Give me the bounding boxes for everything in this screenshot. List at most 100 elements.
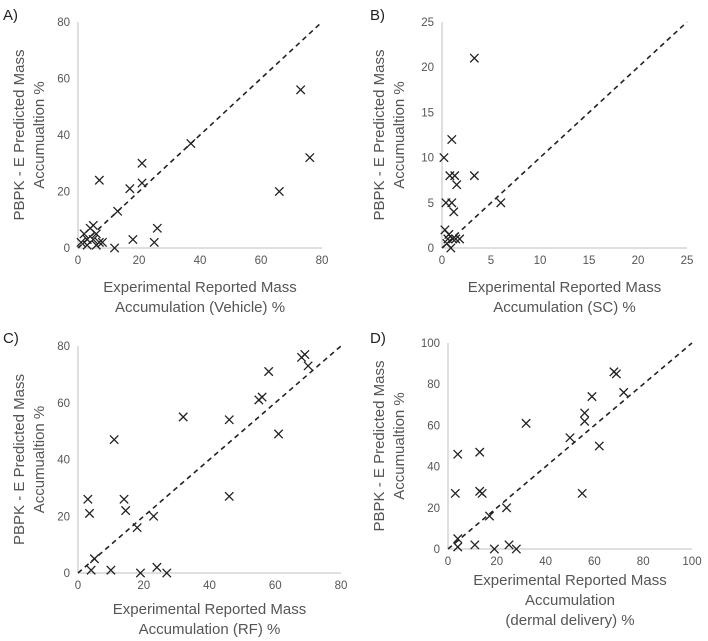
data-point [484, 511, 495, 521]
x-tick-label: 40 [194, 255, 207, 267]
x-tick-label: 20 [632, 255, 645, 267]
x-tick-label: 100 [682, 556, 701, 568]
x-axis-label: Accumulation (RF) % [139, 621, 281, 638]
x-tick-label: 60 [269, 580, 282, 592]
data-point [273, 429, 284, 439]
data-point [489, 544, 500, 554]
data-point [132, 522, 142, 533]
y-axis-label: Accumualtion % [391, 81, 408, 189]
data-point [109, 243, 120, 253]
data-point [470, 540, 480, 550]
data-point [76, 237, 86, 248]
y-tick-label: 40 [57, 130, 70, 142]
panel-d: D) 0 20 40 60 80 100 0 20 40 60 80 100 Experimental R… [370, 330, 702, 629]
data-point [97, 237, 108, 248]
data-point [178, 412, 188, 422]
data-point [450, 171, 460, 181]
data-point [162, 568, 172, 578]
y-tick-label: 20 [427, 503, 440, 515]
data-point [128, 234, 138, 245]
data-point [469, 171, 479, 181]
panel-b: B) 0 5 10 15 20 25 0 5 10 15 20 25 Experimental Repor… [370, 7, 693, 316]
x-tick-label: 20 [133, 255, 146, 267]
x-tick-label: 0 [439, 255, 445, 267]
y-axis-label: PBPK - E Predicted Mass [371, 361, 388, 532]
panel-label: C) [3, 330, 19, 347]
y-tick-label: 40 [427, 462, 440, 474]
data-point [152, 562, 162, 572]
data-point [94, 237, 105, 248]
data-point [450, 488, 460, 499]
x-tick-label: 40 [539, 556, 552, 568]
data-point [439, 152, 449, 163]
data-point [453, 449, 463, 459]
y-tick-label: 80 [427, 379, 440, 391]
data-point [454, 234, 465, 244]
data-point [224, 491, 234, 502]
x-tick-label: 40 [203, 580, 216, 592]
y-tick-label: 80 [57, 341, 70, 353]
x-tick-label: 60 [588, 556, 601, 568]
y-tick-label: 60 [57, 398, 70, 410]
data-point [94, 175, 105, 185]
data-point [125, 184, 135, 194]
data-point [295, 85, 306, 95]
data-point [496, 198, 506, 208]
x-axis-label: Accumulation [525, 592, 615, 609]
data-point [445, 171, 455, 181]
panel-label: D) [370, 330, 386, 347]
identity-line [447, 342, 693, 550]
data-point [577, 488, 587, 499]
x-tick-label: 80 [637, 556, 650, 568]
x-tick-label: 0 [75, 255, 81, 267]
data-point [121, 505, 131, 516]
x-tick-label: 0 [75, 580, 81, 592]
x-tick-label: 0 [445, 556, 451, 568]
data-point [106, 565, 116, 575]
y-axis-label: Accumualtion % [31, 81, 48, 189]
data-point [579, 416, 590, 426]
y-tick-label: 40 [57, 455, 70, 467]
y-tick-label: 25 [421, 17, 434, 29]
data-point [109, 434, 119, 445]
x-tick-label: 25 [681, 255, 694, 267]
data-point [469, 53, 479, 63]
data-point [305, 152, 315, 163]
y-tick-label: 20 [421, 62, 434, 74]
data-point [119, 494, 129, 504]
data-point [137, 178, 147, 188]
x-axis-label: Accumulation (Vehicle) % [115, 299, 285, 316]
x-tick-label: 20 [490, 556, 503, 568]
data-point [453, 542, 463, 552]
y-axis-label: Accumualtion % [31, 406, 48, 514]
y-axis-label: PBPK - E Predicted Mass [11, 374, 28, 545]
x-axis-label: Experimental Reported Mass [468, 279, 661, 296]
data-point [579, 408, 590, 418]
y-tick-label: 15 [421, 107, 434, 119]
panel-a: A) 0 20 40 60 80 0 20 40 60 80 Experimental Reporte… [3, 7, 328, 316]
y-tick-label: 20 [57, 511, 70, 523]
x-axis-label: Accumulation (SC) % [493, 299, 636, 316]
data-point [611, 369, 622, 379]
x-tick-label: 60 [255, 255, 268, 267]
data-point [135, 568, 146, 578]
data-point [224, 415, 234, 425]
data-point [511, 544, 521, 554]
data-point [84, 508, 95, 519]
data-point [112, 206, 123, 216]
x-tick-label: 15 [583, 255, 596, 267]
data-point [594, 441, 604, 451]
y-tick-label: 10 [421, 153, 434, 165]
x-axis-label: (dermal delivery) % [505, 612, 634, 629]
data-point [83, 494, 93, 504]
data-point [447, 134, 457, 145]
x-axis-label: Experimental Reported Mass [473, 572, 666, 589]
data-point [449, 207, 459, 217]
x-tick-label: 20 [137, 580, 150, 592]
data-point [88, 220, 98, 231]
x-tick-label: 10 [534, 255, 547, 267]
data-point [300, 349, 310, 360]
y-tick-label: 20 [57, 187, 70, 199]
data-point [152, 223, 162, 233]
